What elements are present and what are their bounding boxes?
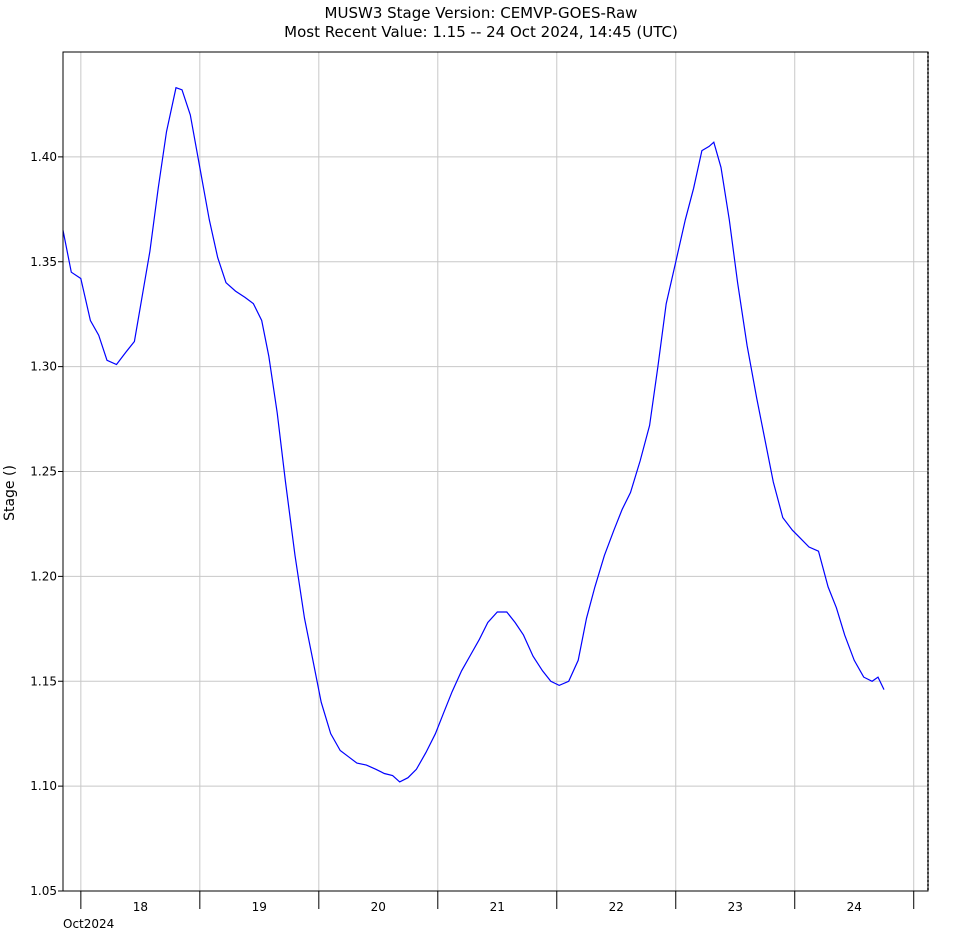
series-line-stage xyxy=(62,86,885,783)
y-tick-label: 1.20 xyxy=(30,569,57,583)
x-tick-label: 23 xyxy=(728,900,743,914)
y-axis-label: Stage () xyxy=(2,465,18,521)
y-tick-label: 1.25 xyxy=(30,465,57,479)
x-tick-label: 18 xyxy=(133,900,148,914)
grid-lines xyxy=(63,52,928,892)
x-tick-label: 20 xyxy=(371,900,386,914)
y-tick-label: 1.35 xyxy=(30,255,57,269)
chart-title: MUSW3 Stage Version: CEMVP-GOES-Raw xyxy=(325,4,638,22)
y-tick-label: 1.10 xyxy=(30,779,57,793)
plot-area-frame xyxy=(62,51,929,892)
x-axis-year-label: Oct2024 xyxy=(63,917,114,931)
x-tick-label: 19 xyxy=(252,900,267,914)
y-tick-label: 1.05 xyxy=(30,884,57,898)
chart-subtitle: Most Recent Value: 1.15 -- 24 Oct 2024, … xyxy=(284,23,678,41)
x-tick-label: 21 xyxy=(490,900,505,914)
y-tick-label: 1.30 xyxy=(30,360,57,374)
x-tick-label: 22 xyxy=(609,900,624,914)
y-tick-label: 1.40 xyxy=(30,150,57,164)
axis-ticks: 1.05 1.10 1.15 1.20 1.25 1.30 1.35 1.40 18 19 20 21… xyxy=(30,150,915,914)
y-tick-label: 1.15 xyxy=(30,674,57,688)
x-tick-label: 24 xyxy=(847,900,862,914)
